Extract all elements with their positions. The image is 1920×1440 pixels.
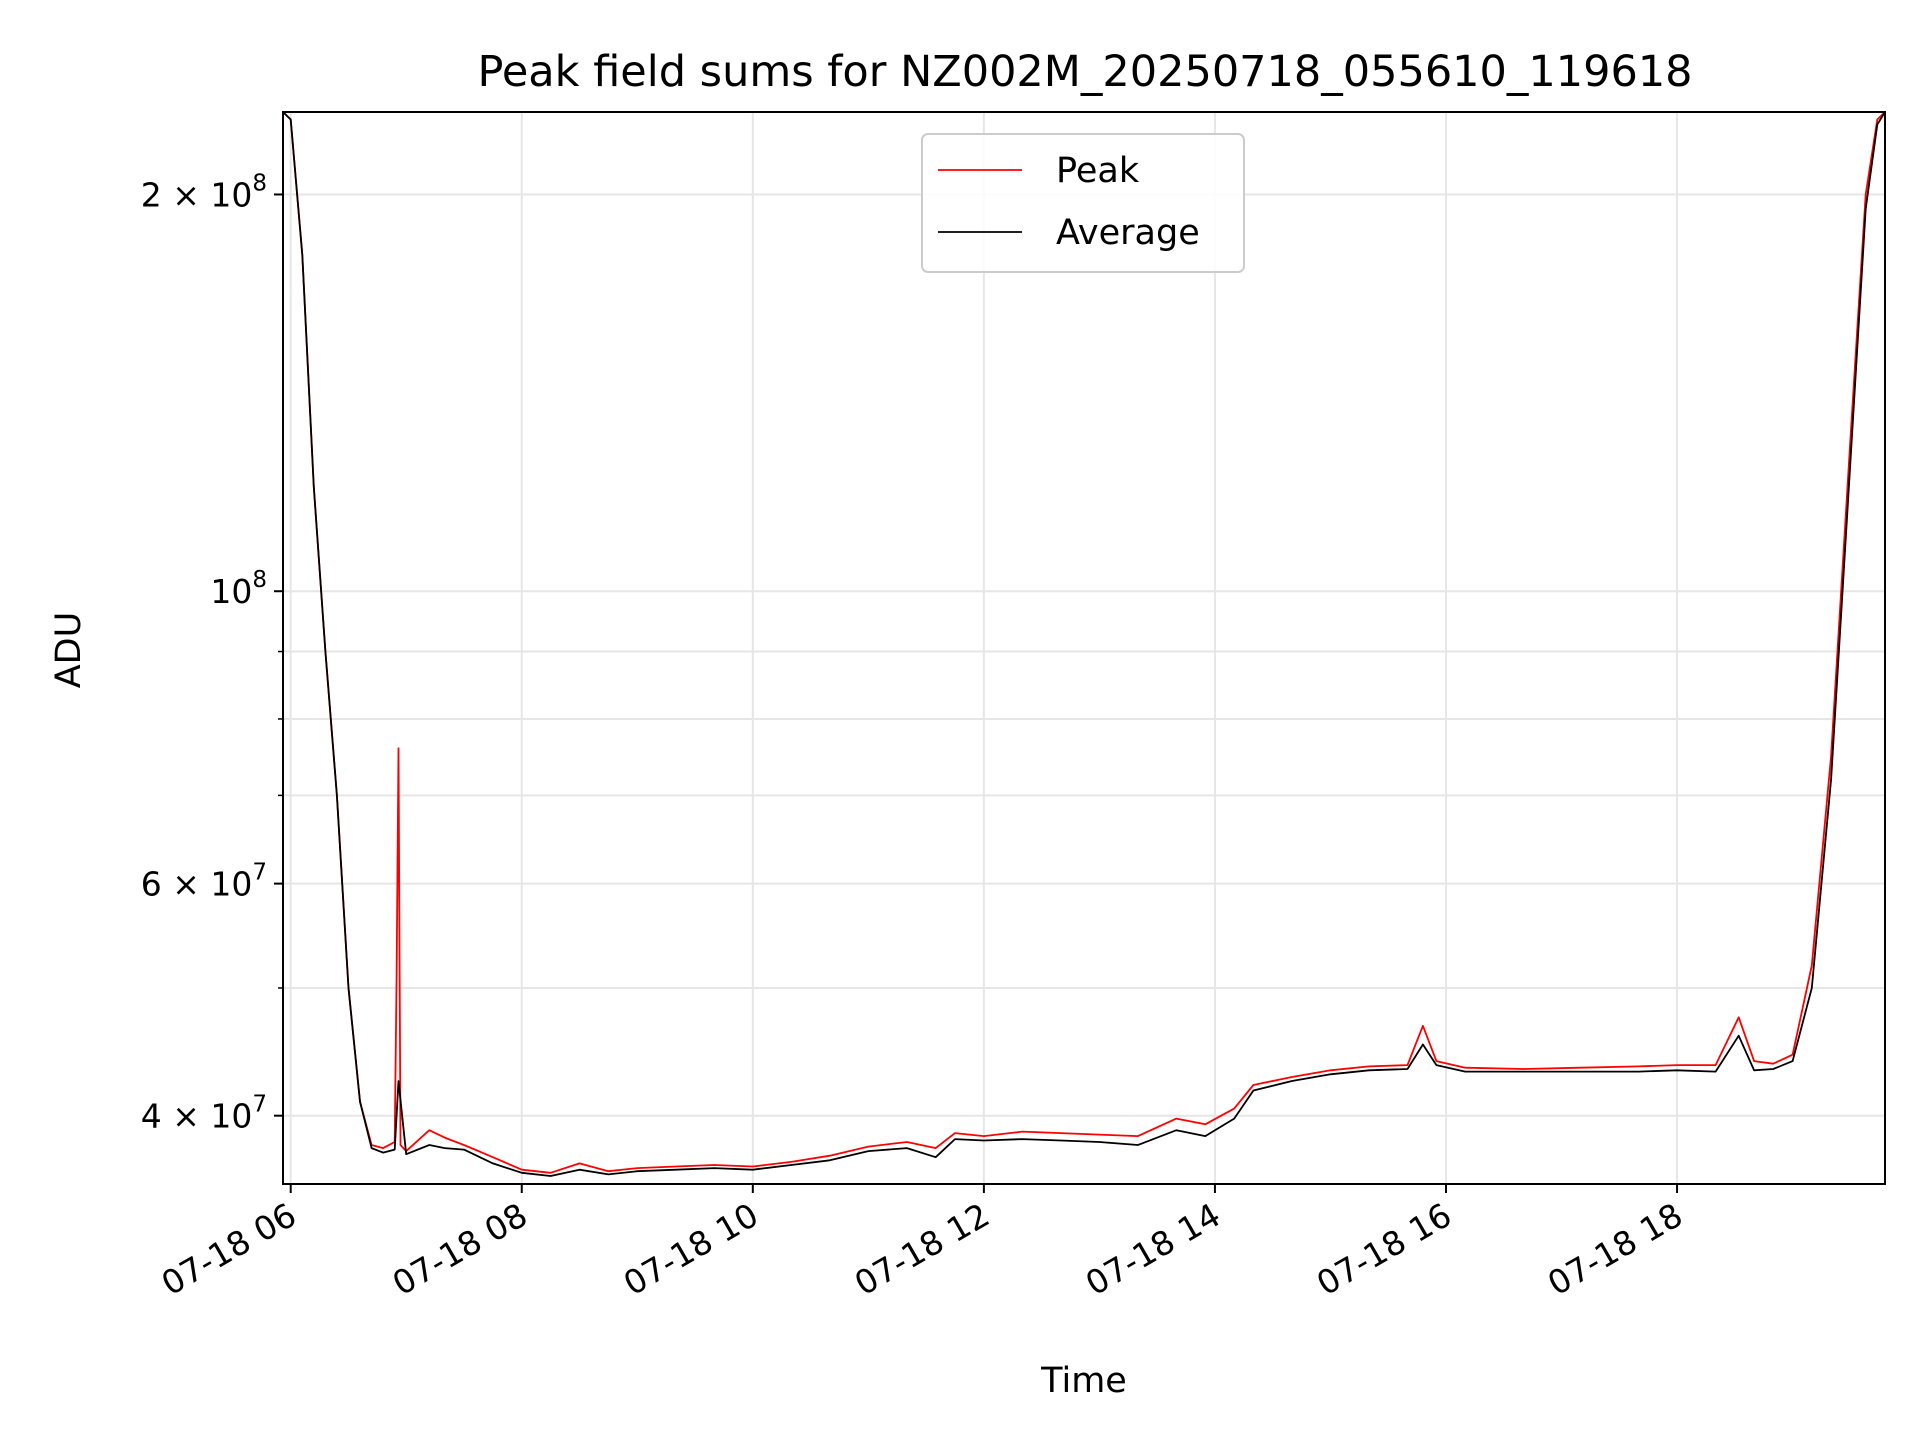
legend-label-average: Average bbox=[1056, 213, 1200, 253]
x-axis-label: Time bbox=[1040, 1361, 1127, 1401]
chart-title: Peak field sums for NZ002M_20250718_0556… bbox=[477, 47, 1692, 97]
legend: Peak Average bbox=[921, 133, 1245, 273]
legend-label-peak: Peak bbox=[1056, 151, 1140, 191]
legend-box bbox=[921, 133, 1245, 273]
y-axis: 4 × 107 6 × 107 108 2 × 108 bbox=[141, 170, 283, 1136]
series-line-peak bbox=[283, 112, 1885, 1174]
y-axis-label: ADU bbox=[49, 612, 89, 689]
series-line-average bbox=[283, 112, 1885, 1177]
y-tick-label: 6 × 107 bbox=[141, 860, 267, 904]
y-tick-label: 108 bbox=[210, 567, 267, 611]
plot-area bbox=[283, 112, 1885, 1177]
plot-frame bbox=[282, 111, 1886, 1185]
y-tick-label: 4 × 107 bbox=[141, 1092, 267, 1136]
y-tick-label: 2 × 108 bbox=[141, 170, 267, 214]
